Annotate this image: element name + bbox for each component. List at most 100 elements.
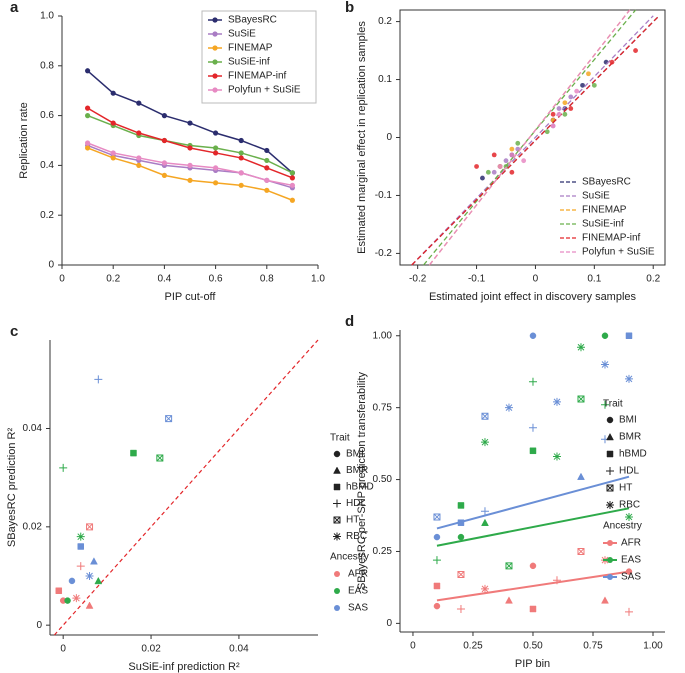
x-tick-label: 0.04 bbox=[229, 644, 249, 655]
x-axis-label: Estimated joint effect in discovery samp… bbox=[429, 291, 637, 303]
legend-label: HT bbox=[619, 483, 632, 494]
point bbox=[85, 105, 91, 111]
marker bbox=[576, 343, 585, 352]
point bbox=[85, 113, 91, 119]
fit-line bbox=[411, 15, 654, 266]
marker bbox=[59, 463, 68, 472]
marker bbox=[72, 594, 81, 603]
marker bbox=[529, 562, 537, 570]
point bbox=[187, 145, 193, 151]
y-tick-label: 1.00 bbox=[373, 330, 393, 341]
marker bbox=[505, 596, 513, 604]
y-tick-label: 0.2 bbox=[40, 210, 54, 221]
legend-swatch bbox=[212, 87, 218, 93]
legend-label: hBMD bbox=[346, 482, 374, 493]
legend-swatch bbox=[333, 499, 341, 508]
marker bbox=[457, 533, 465, 541]
legend-swatch bbox=[333, 532, 341, 541]
point bbox=[136, 130, 142, 136]
legend-label: SuSiE bbox=[582, 191, 610, 202]
point bbox=[187, 162, 193, 168]
y-tick-label: 0 bbox=[48, 260, 54, 271]
fit-line bbox=[436, 475, 630, 530]
legend-title: Ancestry bbox=[330, 552, 369, 563]
panel-label: c bbox=[10, 323, 18, 340]
legend-swatch bbox=[212, 73, 218, 79]
y-tick-label: 0 bbox=[386, 618, 392, 629]
point bbox=[289, 175, 295, 181]
marker bbox=[85, 601, 94, 609]
x-tick-label: 0.25 bbox=[463, 641, 483, 652]
x-tick-label: 0 bbox=[60, 644, 66, 655]
legend-label: SAS bbox=[348, 603, 368, 614]
point bbox=[550, 123, 556, 129]
marker bbox=[505, 562, 513, 570]
point bbox=[238, 170, 244, 176]
legend-swatch bbox=[333, 466, 341, 474]
marker bbox=[77, 543, 85, 550]
x-tick-label: 0.02 bbox=[141, 644, 161, 655]
point bbox=[136, 162, 142, 168]
point bbox=[213, 180, 219, 186]
point bbox=[110, 150, 116, 156]
legend-swatch bbox=[212, 45, 218, 51]
fit-line bbox=[436, 570, 630, 602]
y-tick-label: 0.50 bbox=[373, 474, 393, 485]
marker bbox=[577, 395, 585, 403]
marker bbox=[624, 374, 633, 383]
point bbox=[264, 187, 270, 193]
y-tick-label: 0.02 bbox=[23, 521, 43, 532]
legend-swatch bbox=[606, 450, 614, 458]
reference-line bbox=[53, 339, 319, 636]
point bbox=[474, 164, 479, 169]
point bbox=[485, 169, 491, 175]
marker bbox=[528, 377, 537, 386]
legend-label: BMI bbox=[346, 449, 364, 460]
point bbox=[515, 140, 521, 146]
y-tick-label: -0.2 bbox=[375, 248, 393, 259]
x-tick-label: 0.1 bbox=[587, 274, 601, 285]
point bbox=[497, 164, 503, 169]
y-tick-label: 0 bbox=[386, 132, 392, 143]
point bbox=[161, 160, 167, 166]
point bbox=[568, 94, 574, 100]
x-axis-label: SuSiE-inf prediction R² bbox=[128, 661, 240, 673]
x-axis-label: PIP bin bbox=[515, 658, 550, 670]
legend-label: EAS bbox=[621, 555, 641, 566]
y-axis-label: SBayesRC prediction R² bbox=[6, 428, 18, 548]
x-tick-label: 0 bbox=[533, 274, 539, 285]
point bbox=[136, 155, 142, 161]
marker bbox=[601, 596, 609, 604]
point bbox=[238, 155, 244, 161]
legend-swatch bbox=[607, 540, 613, 546]
marker bbox=[480, 507, 489, 516]
x-tick-label: -0.1 bbox=[468, 274, 486, 285]
legend-swatch bbox=[212, 17, 218, 23]
legend-swatch bbox=[333, 483, 341, 491]
legend-label: BMR bbox=[619, 432, 641, 443]
panel-label: a bbox=[10, 0, 19, 16]
point bbox=[556, 106, 562, 111]
point bbox=[264, 177, 270, 183]
marker bbox=[600, 400, 609, 409]
marker bbox=[504, 403, 513, 412]
legend-label: AFR bbox=[348, 569, 368, 580]
point bbox=[238, 182, 244, 188]
marker bbox=[457, 570, 465, 578]
legend-swatch bbox=[334, 605, 340, 611]
y-axis-label: SBayesRC per-SNP prediction transferabil… bbox=[356, 371, 368, 590]
point bbox=[574, 88, 580, 94]
point bbox=[187, 177, 193, 183]
marker bbox=[86, 523, 94, 531]
legend-label: Polyfun + SuSiE bbox=[228, 85, 301, 96]
marker bbox=[165, 415, 173, 423]
y-tick-label: 0.6 bbox=[40, 110, 54, 121]
marker bbox=[552, 397, 561, 406]
legend-label: HDL bbox=[619, 466, 639, 477]
y-axis-label: Estimated marginal effect in replication… bbox=[356, 21, 368, 254]
point bbox=[568, 106, 574, 111]
point bbox=[110, 155, 116, 161]
marker bbox=[625, 332, 633, 340]
marker bbox=[625, 568, 633, 575]
